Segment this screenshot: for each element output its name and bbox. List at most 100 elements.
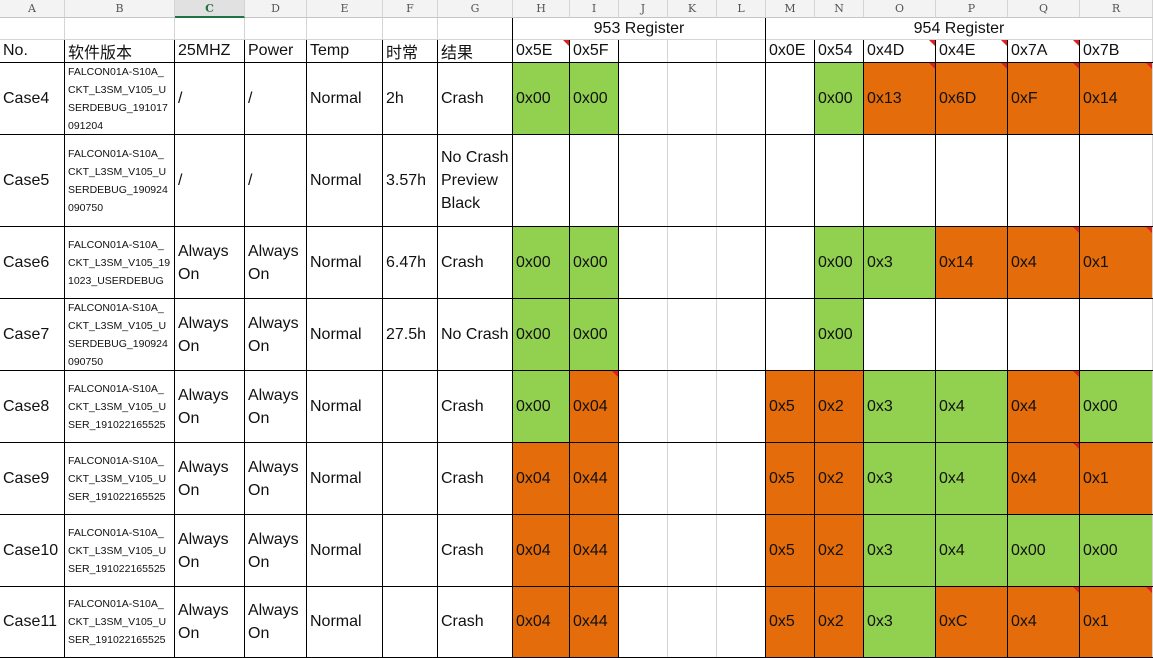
data-cell[interactable] [717, 63, 766, 135]
column-header-f[interactable]: F [383, 0, 438, 18]
data-cell[interactable]: 0x3 [864, 587, 936, 658]
data-cell[interactable]: 0x2 [815, 443, 864, 515]
data-cell[interactable] [717, 299, 766, 371]
data-cell[interactable]: 0x4 [1008, 587, 1080, 658]
data-cell[interactable]: 0x1 [1080, 443, 1153, 515]
comment-indicator[interactable] [1001, 63, 1007, 69]
header-cell[interactable]: No. [0, 40, 65, 63]
data-cell[interactable] [668, 515, 717, 587]
version-cell[interactable]: FALCON01A-S10A_CKT_L3SM_V105_USERDEBUG_1… [65, 63, 175, 135]
column-header-b[interactable]: B [65, 0, 175, 18]
case-label[interactable]: Case7 [0, 299, 65, 371]
data-cell[interactable] [717, 515, 766, 587]
column-header-r[interactable]: R [1080, 0, 1153, 18]
cell[interactable] [245, 18, 307, 40]
data-cell[interactable]: / [175, 135, 245, 227]
header-cell[interactable]: 0x4E [936, 40, 1008, 63]
data-cell[interactable]: No Crash [438, 299, 513, 371]
data-cell[interactable]: Normal [307, 135, 383, 227]
header-cell[interactable]: 0x5E [513, 40, 570, 63]
data-cell[interactable]: Crash [438, 587, 513, 658]
version-cell[interactable]: FALCON01A-S10A_CKT_L3SM_V105_USER_191022… [65, 443, 175, 515]
data-cell[interactable]: Always On [245, 227, 307, 299]
version-cell[interactable]: FALCON01A-S10A_CKT_L3SM_V105_USER_191022… [65, 371, 175, 443]
data-cell[interactable] [766, 63, 815, 135]
data-cell[interactable]: 6.47h [383, 227, 438, 299]
header-cell[interactable]: 0x54 [815, 40, 864, 63]
header-cell[interactable]: 结果 [438, 40, 513, 63]
header-cell[interactable] [717, 40, 766, 63]
header-cell[interactable] [668, 40, 717, 63]
data-cell[interactable]: Crash [438, 515, 513, 587]
data-cell[interactable]: 0x00 [815, 63, 864, 135]
comment-indicator[interactable] [929, 63, 935, 69]
column-header-a[interactable]: A [0, 0, 65, 18]
column-header-h[interactable]: H [513, 0, 570, 18]
data-cell[interactable]: No Crash Preview Black [438, 135, 513, 227]
data-cell[interactable] [383, 587, 438, 658]
cell[interactable] [438, 18, 513, 40]
data-cell[interactable] [717, 227, 766, 299]
data-cell[interactable]: Normal [307, 299, 383, 371]
column-header-i[interactable]: I [570, 0, 619, 18]
data-cell[interactable] [668, 135, 717, 227]
case-label[interactable]: Case9 [0, 443, 65, 515]
column-header-e[interactable]: E [307, 0, 383, 18]
case-label[interactable]: Case8 [0, 371, 65, 443]
header-cell[interactable]: 0x5F [570, 40, 619, 63]
data-cell[interactable]: 0x00 [513, 299, 570, 371]
comment-indicator[interactable] [1146, 587, 1152, 593]
data-cell[interactable]: 0x04 [513, 443, 570, 515]
data-cell[interactable]: 0x2 [815, 371, 864, 443]
data-cell[interactable]: Normal [307, 227, 383, 299]
data-cell[interactable] [383, 443, 438, 515]
data-cell[interactable]: 0x13 [864, 63, 936, 135]
data-cell[interactable]: Always On [245, 587, 307, 658]
data-cell[interactable] [513, 135, 570, 227]
header-cell[interactable]: 时常 [383, 40, 438, 63]
data-cell[interactable] [619, 299, 668, 371]
comment-indicator[interactable] [612, 371, 618, 377]
version-cell[interactable]: FALCON01A-S10A_CKT_L3SM_V105_191023_USER… [65, 227, 175, 299]
group-title-953[interactable]: 953 Register [513, 18, 766, 40]
group-title-954[interactable]: 954 Register [766, 18, 1153, 40]
header-cell[interactable]: 0x4D [864, 40, 936, 63]
data-cell[interactable]: 0x00 [1080, 371, 1153, 443]
version-cell[interactable]: FALCON01A-S10A_CKT_L3SM_V105_USERDEBUG_1… [65, 299, 175, 371]
data-cell[interactable]: Normal [307, 371, 383, 443]
data-cell[interactable] [619, 515, 668, 587]
data-cell[interactable] [717, 587, 766, 658]
column-header-q[interactable]: Q [1008, 0, 1080, 18]
data-cell[interactable] [936, 135, 1008, 227]
case-label[interactable]: Case4 [0, 63, 65, 135]
data-cell[interactable] [383, 371, 438, 443]
data-cell[interactable]: 0x3 [864, 371, 936, 443]
data-cell[interactable]: 0x5 [766, 515, 815, 587]
comment-indicator[interactable] [1001, 40, 1007, 46]
comment-indicator[interactable] [1146, 63, 1152, 69]
data-cell[interactable] [717, 135, 766, 227]
data-cell[interactable]: 0x4 [936, 371, 1008, 443]
data-cell[interactable]: / [175, 63, 245, 135]
data-cell[interactable] [668, 587, 717, 658]
data-cell[interactable] [619, 63, 668, 135]
data-cell[interactable]: 2h [383, 63, 438, 135]
case-label[interactable]: Case11 [0, 587, 65, 658]
comment-indicator[interactable] [1073, 227, 1079, 233]
data-cell[interactable]: 0x00 [1080, 515, 1153, 587]
data-cell[interactable]: 0x14 [1080, 63, 1153, 135]
data-cell[interactable] [766, 135, 815, 227]
data-cell[interactable] [570, 135, 619, 227]
data-cell[interactable]: 0x5 [766, 443, 815, 515]
data-cell[interactable]: Always On [175, 371, 245, 443]
data-cell[interactable]: 0x6D [936, 63, 1008, 135]
column-header-d[interactable]: D [245, 0, 307, 18]
data-cell[interactable]: 0x44 [570, 443, 619, 515]
version-cell[interactable]: FALCON01A-S10A_CKT_L3SM_V105_USER_191022… [65, 515, 175, 587]
data-cell[interactable] [766, 227, 815, 299]
data-cell[interactable] [864, 299, 936, 371]
version-cell[interactable]: FALCON01A-S10A_CKT_L3SM_V105_USER_191022… [65, 587, 175, 658]
data-cell[interactable] [1080, 299, 1153, 371]
cell[interactable] [0, 18, 65, 40]
